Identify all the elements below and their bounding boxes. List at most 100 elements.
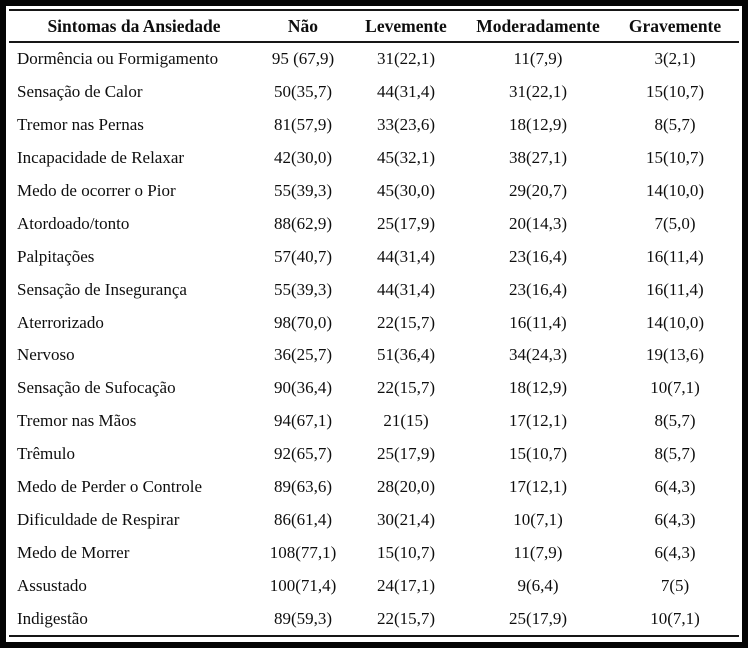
symptom-label-cell: Atordoado/tonto [17, 213, 130, 233]
symptom-label-cell: Dificuldade de Respirar [17, 509, 180, 529]
value-cell: 38(27,1) [508, 148, 568, 168]
table-row: Medo de ocorrer o Pior 55(39,3) 45(30,0) 29… [9, 175, 739, 208]
table-body: Dormência ou Formigamento 95 (67,9) 31(22,… [9, 42, 739, 636]
value-cell: 25(17,9) [376, 444, 436, 464]
value-cell: 18(12,9) [508, 115, 568, 135]
value-cell: 55(39,3) [273, 181, 333, 200]
value-cell: 44(31,4) [376, 279, 436, 299]
symptom-label-cell: Nervoso [17, 345, 75, 365]
table-row: Trêmulo 92(65,7) 25(17,9) 15(10,7) 8(5,7) [9, 438, 739, 471]
value-cell: 8(5,7) [654, 444, 696, 464]
value-cell: 9(6,4) [517, 575, 559, 595]
value-cell: 30(21,4) [376, 509, 436, 529]
value-cell: 100(71,4) [269, 575, 337, 595]
value-cell: 29(20,7) [508, 181, 568, 200]
table-row: Tremor nas Mãos 94(67,1) 21(15) 17(12,1) 8(5… [9, 405, 739, 438]
table-row: Medo de Perder o Controle 89(63,6) 28(20,0… [9, 471, 739, 504]
value-cell: 17(12,1) [508, 411, 568, 431]
value-cell: 14(10,0) [645, 181, 705, 200]
symptom-label-cell: Medo de Morrer [17, 542, 130, 562]
symptom-label-cell: Assustado [17, 575, 87, 595]
value-cell: 108(77,1) [269, 542, 337, 562]
value-cell: 7(5,0) [654, 213, 696, 233]
symptom-label-cell: Tremor nas Pernas [17, 115, 144, 135]
value-cell: 50(35,7) [273, 82, 333, 102]
value-cell: 15(10,7) [508, 444, 568, 464]
value-cell: 6(4,3) [654, 509, 696, 529]
value-cell: 25(17,9) [508, 608, 568, 628]
anxiety-symptoms-table: Sintomas da Ansiedade Não Levemente Mode… [9, 9, 739, 638]
value-cell: 18(12,9) [508, 378, 568, 398]
value-cell: 94(67,1) [273, 411, 333, 431]
table-row: Tremor nas Pernas 81(57,9) 33(23,6) 18(12,9… [9, 109, 739, 142]
value-cell: 21(15) [383, 411, 429, 431]
value-cell: 16(11,4) [509, 312, 567, 332]
table-row: Palpitações 57(40,7) 44(31,4) 23(16,4) 16(11… [9, 240, 739, 273]
symptom-label-cell: Sensação de Insegurança [17, 279, 187, 299]
value-cell: 10(7,1) [650, 378, 700, 398]
table-row: Incapacidade de Relaxar 42(30,0) 45(32,1) 3… [9, 142, 739, 175]
value-cell: 90(36,4) [273, 378, 333, 398]
value-cell: 19(13,6) [645, 345, 705, 365]
value-cell: 11(7,9) [513, 542, 563, 562]
value-cell: 15(10,7) [376, 542, 436, 562]
column-header-gravemente: Gravemente [611, 10, 739, 43]
value-cell: 86(61,4) [273, 509, 333, 529]
value-cell: 92(65,7) [273, 444, 333, 464]
value-cell: 33(23,6) [376, 115, 436, 135]
table-row: Nervoso 36(25,7) 51(36,4) 34(24,3) 19(13,6) [9, 339, 739, 372]
value-cell: 16(11,4) [646, 279, 704, 299]
value-cell: 81(57,9) [273, 115, 333, 135]
table-row: Aterrorizado 98(70,0) 22(15,7) 16(11,4) 14(1… [9, 306, 739, 339]
value-cell: 44(31,4) [376, 82, 436, 102]
value-cell: 57(40,7) [273, 246, 333, 266]
value-cell: 88(62,9) [273, 213, 333, 233]
value-cell: 7(5) [660, 575, 690, 595]
value-cell: 22(15,7) [376, 608, 436, 628]
value-cell: 36(25,7) [273, 345, 333, 365]
value-cell: 51(36,4) [376, 345, 436, 365]
symptom-label-cell: Aterrorizado [17, 312, 104, 332]
symptom-label-cell: Sensação de Sufocação [17, 378, 176, 398]
symptom-label-cell: Medo de ocorrer o Pior [17, 181, 176, 200]
value-cell: 55(39,3) [273, 279, 333, 299]
value-cell: 3(2,1) [654, 49, 696, 69]
value-cell: 42(30,0) [273, 148, 333, 168]
column-header-nao: Não [259, 10, 347, 43]
value-cell: 6(4,3) [654, 542, 696, 562]
table-row: Assustado 100(71,4) 24(17,1) 9(6,4) 7(5) [9, 569, 739, 602]
value-cell: 24(17,1) [376, 575, 436, 595]
value-cell: 45(30,0) [376, 181, 436, 200]
value-cell: 20(14,3) [508, 213, 568, 233]
value-cell: 44(31,4) [376, 246, 436, 266]
column-header-sintomas: Sintomas da Ansiedade [9, 10, 259, 43]
column-header-moderadamente: Moderadamente [465, 10, 611, 43]
value-cell: 8(5,7) [654, 411, 696, 431]
value-cell: 8(5,7) [654, 115, 696, 135]
value-cell: 16(11,4) [646, 246, 704, 266]
value-cell: 89(59,3) [273, 608, 333, 628]
value-cell: 14(10,0) [645, 312, 705, 332]
value-cell: 22(15,7) [376, 312, 436, 332]
value-cell: 11(7,9) [513, 49, 563, 69]
value-cell: 23(16,4) [508, 246, 568, 266]
value-cell: 10(7,1) [650, 608, 700, 628]
symptom-label-cell: Palpitações [17, 246, 95, 266]
table-row: Indigestão 89(59,3) 22(15,7) 25(17,9) 10(7,1… [9, 602, 739, 636]
value-cell: 15(10,7) [645, 148, 705, 168]
table-row: Sensação de Insegurança 55(39,3) 44(31,4) 2… [9, 273, 739, 306]
symptom-label-cell: Tremor nas Mãos [17, 411, 137, 431]
value-cell: 17(12,1) [508, 477, 568, 497]
header-row: Sintomas da Ansiedade Não Levemente Mode… [9, 10, 739, 43]
value-cell: 34(24,3) [508, 345, 568, 365]
column-header-levemente: Levemente [347, 10, 465, 43]
value-cell: 6(4,3) [654, 477, 696, 497]
symptom-label-cell: Trêmulo [17, 444, 75, 464]
value-cell: 28(20,0) [376, 477, 436, 497]
value-cell: 15(10,7) [645, 82, 705, 102]
symptom-label-cell: Dormência ou Formigamento [17, 49, 219, 69]
value-cell: 95 (67,9) [271, 49, 335, 69]
value-cell: 31(22,1) [376, 49, 436, 69]
table-row: Dormência ou Formigamento 95 (67,9) 31(22,… [9, 42, 739, 76]
